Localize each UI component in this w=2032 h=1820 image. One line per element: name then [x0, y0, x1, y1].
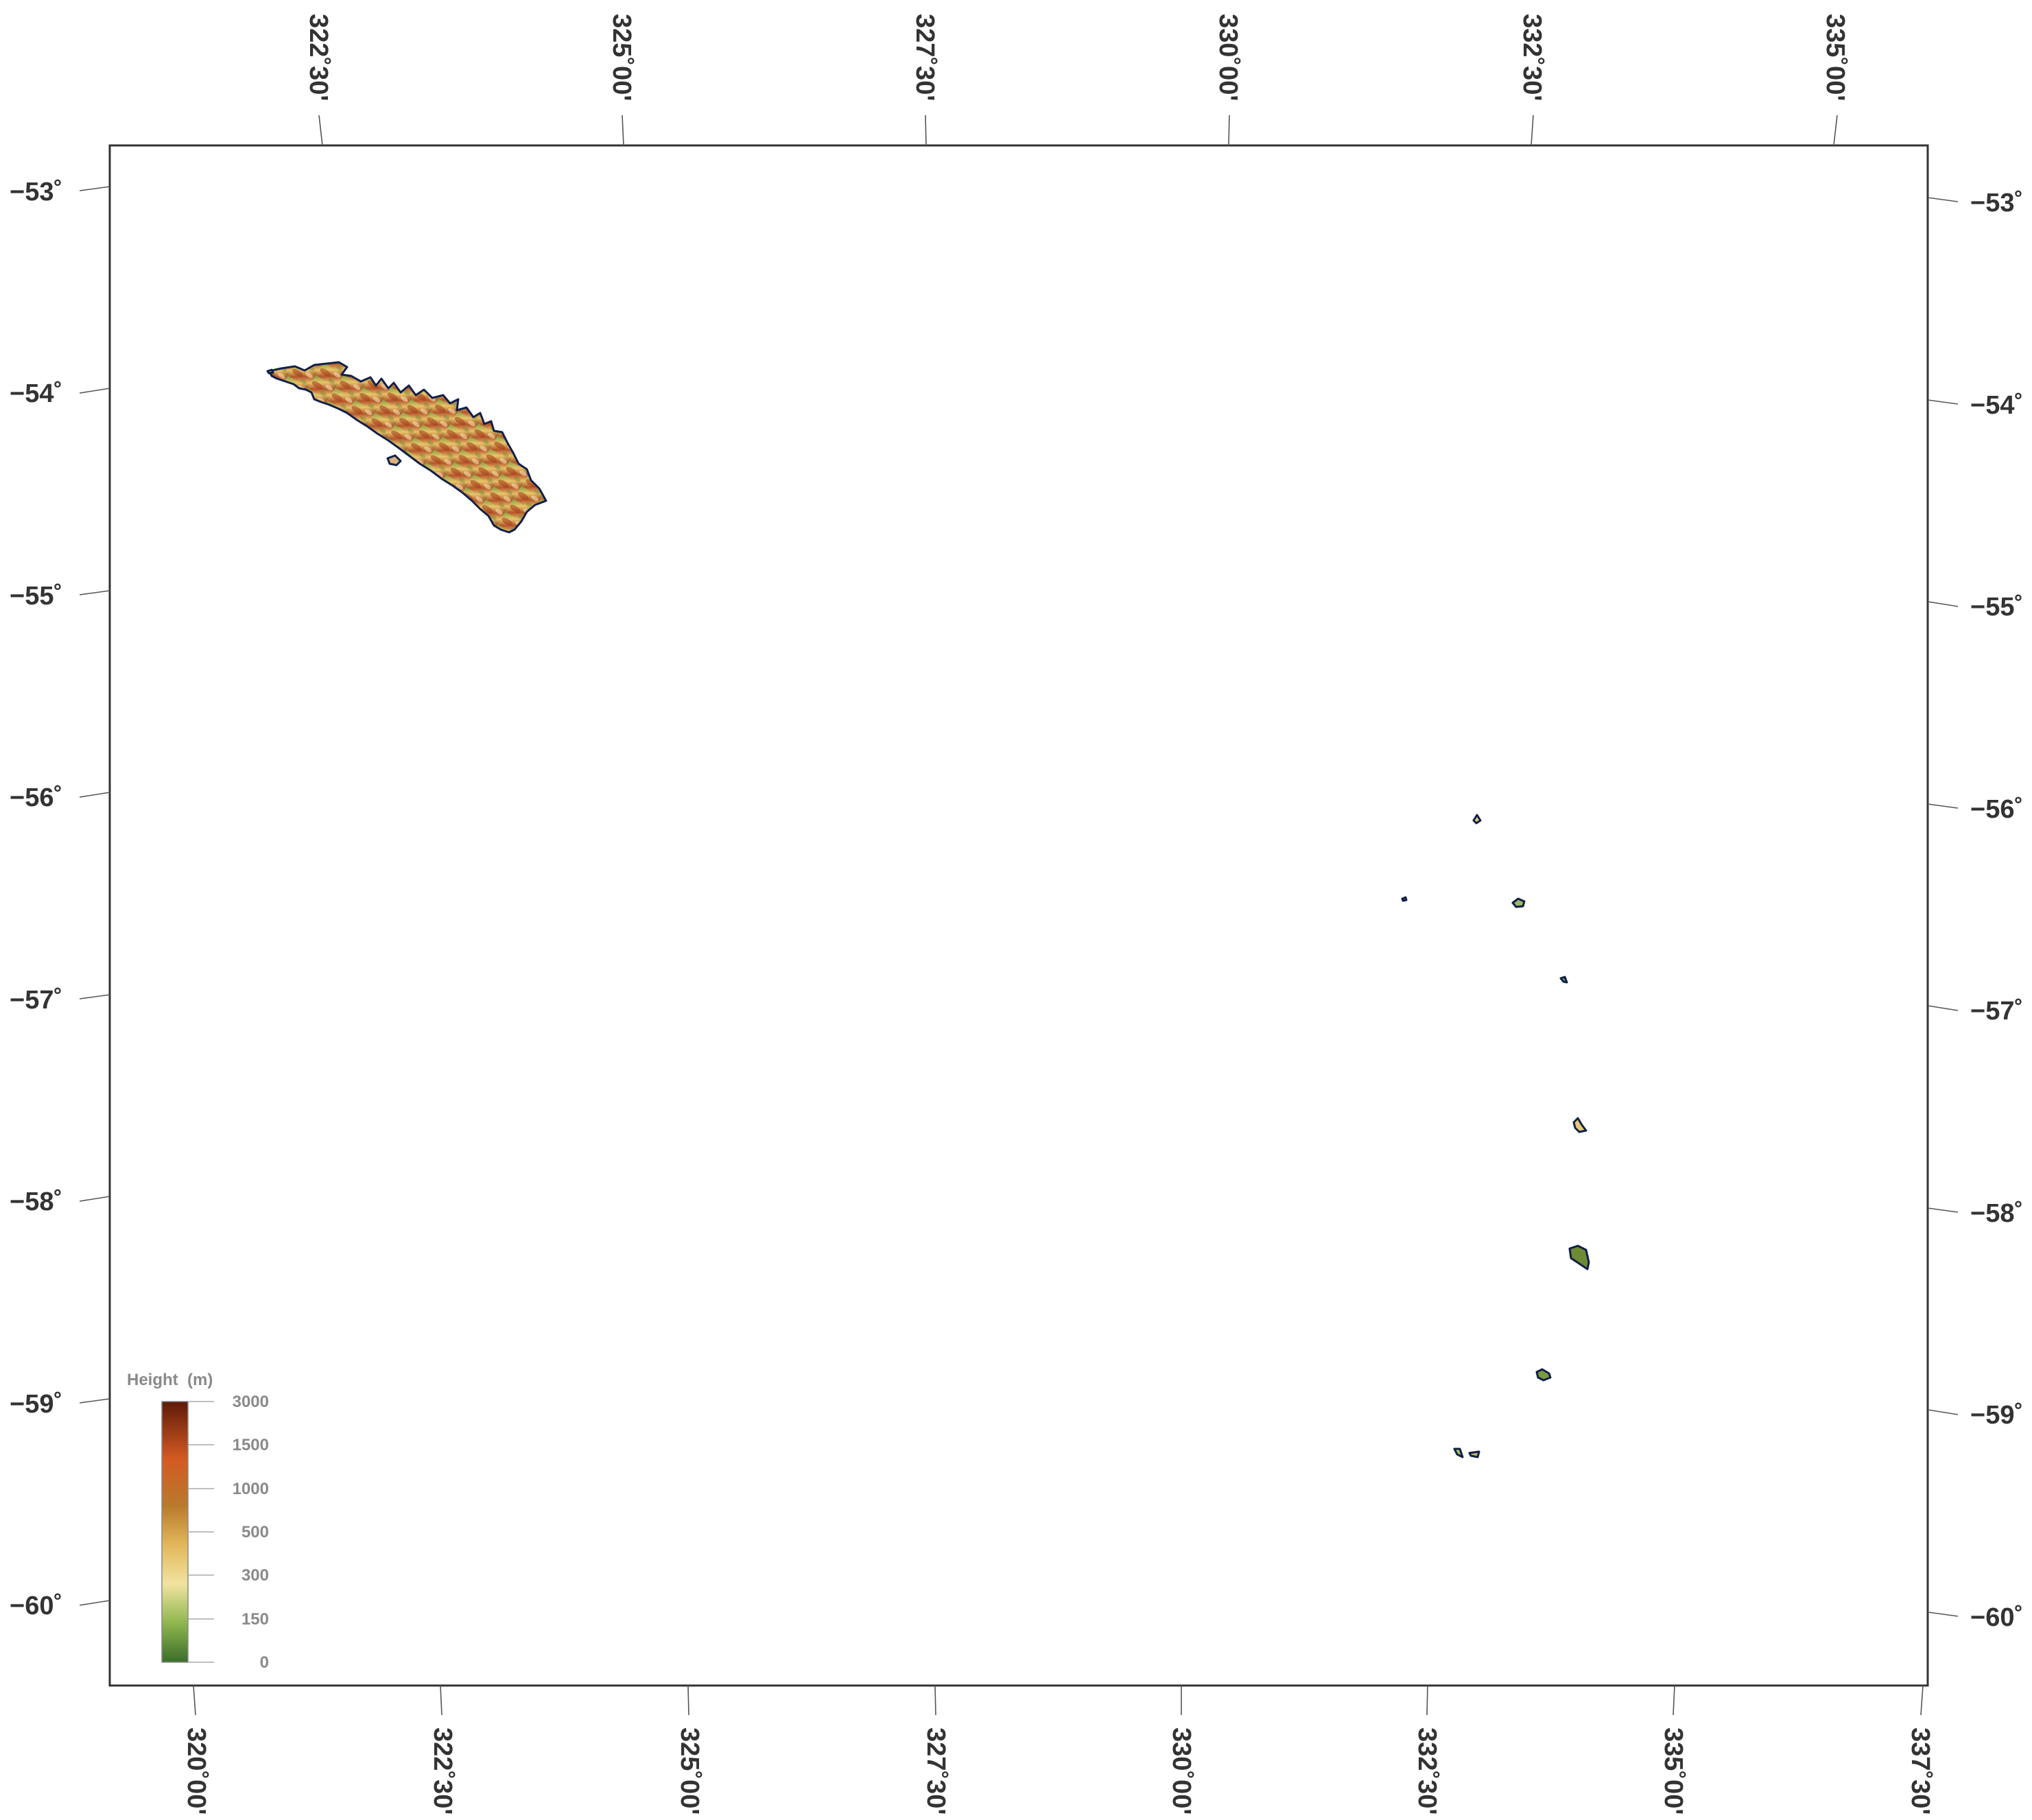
south-georgia-island: [266, 361, 547, 534]
left-tick: [79, 186, 110, 191]
legend-title: Height (m): [127, 1371, 213, 1389]
legend-value: 3000: [233, 1393, 269, 1411]
right-lat-label: −55˚: [1970, 593, 2023, 622]
island: [1511, 897, 1526, 908]
top-lon-label: 335˚00': [1821, 14, 1850, 101]
island: [1535, 1368, 1552, 1382]
bottom-lon-label: 330˚00': [1167, 1727, 1196, 1815]
top-lon-label: 330˚00': [1214, 14, 1242, 101]
bottom-tick: [1673, 1685, 1675, 1716]
left-lat-label: −58˚: [10, 1187, 62, 1216]
map-frame: [108, 144, 1929, 1687]
left-lat-label: −56˚: [10, 783, 62, 812]
left-tick: [79, 792, 110, 798]
right-lat-label: −57˚: [1970, 997, 2023, 1026]
bottom-tick: [687, 1685, 689, 1716]
right-tick: [1927, 601, 1959, 607]
bottom-lon-label: 335˚00': [1659, 1727, 1688, 1815]
right-lat-label: −59˚: [1970, 1401, 2023, 1430]
left-lat-label: −53˚: [10, 178, 62, 206]
left-lat-label: −55˚: [10, 582, 62, 611]
bottom-lon-label: 337˚30': [1906, 1727, 1935, 1815]
right-tick: [1927, 1409, 1959, 1415]
right-lat-label: −60˚: [1970, 1603, 2023, 1632]
right-tick: [1927, 1207, 1959, 1213]
right-lat-label: −54˚: [1970, 391, 2023, 420]
left-tick: [79, 1600, 110, 1606]
right-lat-label: −56˚: [1970, 795, 2023, 824]
island: [1559, 976, 1568, 984]
island: [1468, 1450, 1480, 1458]
legend-value: 300: [241, 1566, 269, 1585]
top-tick: [925, 115, 927, 146]
right-tick: [1927, 399, 1959, 405]
left-lat-label: −60˚: [10, 1592, 62, 1620]
right-lat-label: −58˚: [1970, 1199, 2023, 1228]
bottom-lon-label: 322˚30': [428, 1727, 457, 1815]
top-tick: [622, 115, 624, 146]
left-latitude-axis: −53˚ −54˚ −55˚ −56˚ −57˚ −58˚ −59˚ −60˚: [10, 178, 110, 1620]
bottom-lon-label: 327˚30': [921, 1727, 950, 1815]
top-lon-label: 325˚00': [607, 14, 636, 101]
legend-value: 0: [260, 1653, 269, 1672]
left-tick: [79, 994, 110, 1000]
top-longitude-axis: 322˚30' 325˚00' 327˚30' 330˚00' 332˚30' …: [304, 14, 1850, 146]
island: [1401, 896, 1408, 902]
legend-value: 1000: [233, 1480, 269, 1498]
bottom-tick: [934, 1685, 936, 1716]
legend-value: 500: [241, 1523, 269, 1541]
left-lat-label: −57˚: [10, 986, 62, 1015]
island: [1572, 1117, 1587, 1133]
right-tick: [1927, 803, 1959, 809]
bottom-lon-label: 332˚30': [1413, 1727, 1441, 1815]
top-lon-label: 327˚30': [910, 14, 939, 101]
top-tick: [318, 115, 323, 146]
bottom-lon-label: 320˚00': [182, 1727, 211, 1815]
legend-value: 150: [241, 1610, 269, 1629]
right-tick: [1927, 1611, 1959, 1617]
top-lon-label: 332˚30': [1517, 14, 1546, 101]
right-latitude-axis: −53˚ −54˚ −55˚ −56˚ −57˚ −58˚ −59˚ −60˚: [1927, 189, 2023, 1632]
island: [1453, 1447, 1464, 1458]
legend-value: 1500: [233, 1436, 269, 1454]
legend-colorbar: [161, 1401, 189, 1663]
right-tick: [1927, 197, 1959, 202]
bottom-tick: [1920, 1685, 1924, 1716]
right-lat-label: −53˚: [1970, 189, 2023, 217]
right-tick: [1927, 1005, 1959, 1011]
height-legend: Height (m) 3000 1500 1000 500 300 150 0: [127, 1371, 269, 1672]
top-tick: [1833, 115, 1838, 146]
bottom-tick: [1426, 1685, 1428, 1716]
left-tick: [79, 1196, 110, 1202]
left-tick: [79, 590, 110, 595]
left-tick: [79, 388, 110, 394]
top-tick: [1531, 115, 1534, 146]
bottom-lon-label: 325˚00': [675, 1727, 704, 1815]
bottom-longitude-axis: 320˚00' 322˚30' 325˚00' 327˚30' 330˚00' …: [182, 1685, 1935, 1815]
island: [1472, 814, 1482, 825]
left-lat-label: −54˚: [10, 379, 62, 408]
left-tick: [79, 1398, 110, 1404]
bottom-tick: [440, 1685, 442, 1716]
island: [1568, 1244, 1590, 1271]
left-lat-label: −59˚: [10, 1390, 62, 1419]
south-sandwich-islands: [1401, 814, 1590, 1458]
top-lon-label: 322˚30': [304, 14, 333, 101]
bottom-tick: [193, 1685, 196, 1716]
